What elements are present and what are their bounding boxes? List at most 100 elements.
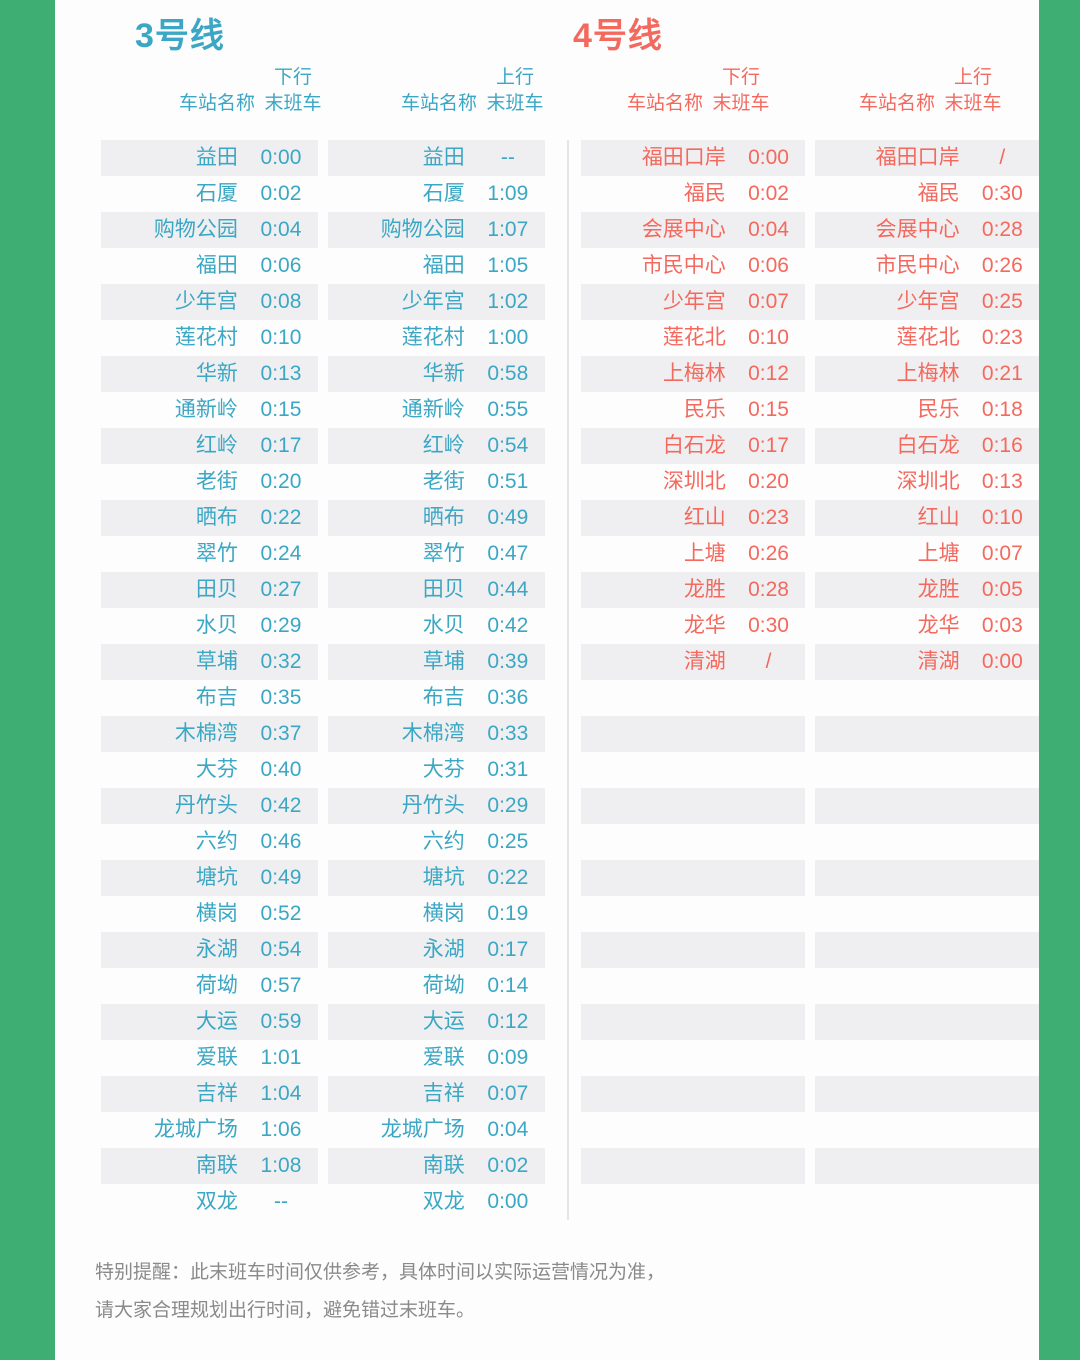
line3-down-lasttrain-label: 末班车 [264, 93, 322, 115]
line3-up-time: 1:00 [487, 326, 529, 349]
line3-down-station: 塘坑 [195, 866, 238, 889]
line3-up-time: 0:51 [487, 470, 529, 493]
line3-column-gap [318, 1148, 328, 1184]
table-row [581, 860, 1039, 896]
line3-column-gap [318, 968, 328, 1004]
line3-up-time: 0:14 [487, 974, 529, 997]
line4-up-time [966, 860, 1039, 896]
line3-up-time: 0:44 [487, 578, 529, 601]
line4-down-station [581, 752, 732, 788]
line4-down-time: 0:17 [748, 434, 789, 457]
line4-up-station [815, 1184, 966, 1220]
table-row: 福民 0:02 福民 0:30 [581, 176, 1039, 212]
table-row: 木棉湾 0:37 木棉湾 0:33 [101, 716, 545, 752]
line3-up-station: 老街 [422, 470, 465, 493]
line4-up-station [815, 896, 966, 932]
line4-up-time: 0:05 [981, 578, 1023, 601]
line4-down-time [732, 968, 805, 1004]
line3-column-gap [318, 608, 328, 644]
line3-up-station: 购物公园 [380, 218, 465, 241]
line4-down-station [581, 1184, 732, 1220]
headers-area: 3号线 车站名称 下行 末班车 车站名称 上行 末班车 [55, 0, 1039, 140]
table-row: 水贝 0:29 水贝 0:42 [101, 608, 545, 644]
line3-down-time: 0:10 [260, 326, 302, 349]
line4-column-gap [805, 896, 815, 932]
line3-up-station: 益田 [422, 146, 465, 169]
line4-up-station [815, 1148, 966, 1184]
line4-down-time: 0:30 [748, 614, 789, 637]
line4-down-direction-label: 下行 [721, 67, 760, 89]
line4-up-time [966, 968, 1039, 1004]
line4-down-time: 0:23 [748, 506, 789, 529]
line3-column-gap [318, 176, 328, 212]
line4-column-headers: 车站名称 下行 末班车 车站名称 上行 末班车 [547, 65, 1007, 116]
line3-down-time: 0:24 [260, 542, 302, 565]
table-row: 吉祥 1:04 吉祥 0:07 [101, 1076, 545, 1112]
line4-column-gap [805, 464, 815, 500]
table-row: 上塘 0:26 上塘 0:07 [581, 536, 1039, 572]
table-row [581, 968, 1039, 1004]
line3-down-time-header: 下行 末班车 [255, 65, 331, 116]
line3-down-station: 双龙 [195, 1190, 238, 1213]
table-row [581, 932, 1039, 968]
table-row: 清湖 / 清湖 0:00 [581, 644, 1039, 680]
table-row [581, 788, 1039, 824]
table-row: 会展中心 0:04 会展中心 0:28 [581, 212, 1039, 248]
line4-column-gap [805, 860, 815, 896]
line3-up-time: 0:31 [487, 758, 529, 781]
table-row: 草埔 0:32 草埔 0:39 [101, 644, 545, 680]
line3-title: 3号线 [135, 17, 225, 55]
line4-down-station [581, 716, 732, 752]
line3-down-time: 0:54 [260, 938, 302, 961]
line3-up-station: 丹竹头 [401, 794, 465, 817]
line3-up-station: 大运 [422, 1010, 465, 1033]
line3-down-time: 0:32 [260, 650, 302, 673]
line4-column-gap [805, 968, 815, 1004]
line4-down-time [732, 1184, 805, 1220]
line3-down-time: 1:06 [260, 1118, 302, 1141]
line3-up-time: 0:12 [487, 1010, 529, 1033]
line3-column-gap [318, 572, 328, 608]
line4-up-time: 0:25 [981, 290, 1023, 313]
line4-down-time: 0:04 [748, 218, 789, 241]
line4-up-time [966, 1040, 1039, 1076]
table-row: 少年宫 0:08 少年宫 1:02 [101, 284, 545, 320]
line4-down-station [581, 788, 732, 824]
line4-up-time: 0:03 [981, 614, 1023, 637]
table-row: 永湖 0:54 永湖 0:17 [101, 932, 545, 968]
line3-down-time: 0:08 [260, 290, 302, 313]
line4-table-block: 福田口岸 0:00 福田口岸 / 福民 0:02 福民 0:30 会展中心 0:04 会展中心 0:2… [567, 140, 1039, 1220]
line3-column-gap [318, 1076, 328, 1112]
line4-grid: 福田口岸 0:00 福田口岸 / 福民 0:02 福民 0:30 会展中心 0:04 会展中心 0:2… [581, 140, 1039, 1220]
table-row: 华新 0:13 华新 0:58 [101, 356, 545, 392]
line4-down-time [732, 716, 805, 752]
line3-down-station: 华新 [195, 362, 238, 385]
line4-column-gap [805, 788, 815, 824]
line4-column-gap [805, 608, 815, 644]
line4-down-headers: 车站名称 下行 末班车 [547, 65, 779, 116]
table-row: 上梅林 0:12 上梅林 0:21 [581, 356, 1039, 392]
line3-column-gap [318, 644, 328, 680]
line4-up-time: 0:16 [981, 434, 1023, 457]
line4-down-station [581, 896, 732, 932]
line3-column-gap [318, 140, 328, 176]
line4-up-station [815, 716, 966, 752]
line4-down-station: 龙华 [683, 614, 726, 637]
line3-column-gap [318, 932, 328, 968]
line4-down-time [732, 788, 805, 824]
table-row: 深圳北 0:20 深圳北 0:13 [581, 464, 1039, 500]
line3-down-time: 0:13 [260, 362, 302, 385]
line3-down-station: 翠竹 [195, 542, 238, 565]
line4-up-time [966, 716, 1039, 752]
line3-down-time: 0:15 [260, 398, 302, 421]
line3-column-gap [318, 752, 328, 788]
line3-down-station: 草埔 [195, 650, 238, 673]
line4-up-station: 上塘 [917, 542, 960, 565]
line3-up-station: 红岭 [422, 434, 465, 457]
line3-up-station: 吉祥 [422, 1082, 465, 1105]
table-row [581, 824, 1039, 860]
line3-down-station: 购物公园 [153, 218, 238, 241]
line4-column-gap [805, 248, 815, 284]
line4-down-station: 上塘 [683, 542, 726, 565]
line4-up-station [815, 752, 966, 788]
